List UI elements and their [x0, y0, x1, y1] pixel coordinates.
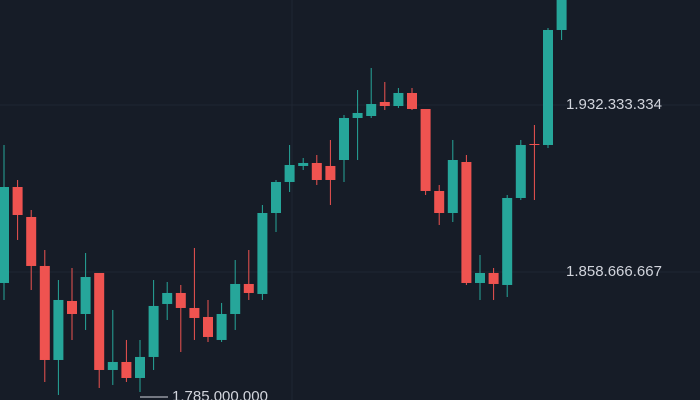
candle-body	[148, 305, 159, 357]
candle-body	[26, 216, 37, 266]
candle-body	[189, 307, 200, 318]
candle-body	[94, 272, 105, 370]
candle-body	[515, 144, 526, 198]
candle-body	[447, 160, 458, 214]
candle-body	[379, 101, 390, 107]
y-tick-label: 1.932.333.334	[566, 96, 662, 113]
candle-body	[298, 162, 309, 166]
candle-body	[284, 164, 295, 182]
candle-body	[339, 117, 349, 160]
candle-body	[407, 92, 417, 109]
candle-body	[271, 181, 281, 214]
candle-body	[556, 0, 567, 30]
candle-body	[352, 112, 363, 118]
candle-body	[121, 361, 132, 378]
candle-body	[311, 162, 322, 180]
candle-body	[543, 29, 553, 145]
candle-body	[393, 92, 404, 107]
candle-body	[80, 276, 91, 314]
candle-body	[67, 300, 77, 314]
candle-body	[203, 316, 213, 337]
candle-body	[135, 356, 145, 378]
candle-body	[257, 213, 268, 294]
candle-body	[12, 186, 23, 215]
candle-body	[243, 283, 254, 293]
candle-body	[0, 186, 9, 283]
candle-body	[529, 143, 540, 145]
candle-body	[434, 190, 445, 214]
candle-body	[175, 292, 186, 308]
candle-body	[325, 165, 336, 180]
candle-body	[162, 292, 173, 304]
y-tick-label: 1.858.666.667	[566, 263, 662, 280]
candle-body	[420, 108, 431, 191]
low-annotation: 1.785.000.000	[172, 388, 268, 400]
candle-body	[107, 361, 118, 370]
candle-body	[230, 283, 241, 314]
candle-body	[488, 272, 499, 284]
candle-body	[502, 197, 513, 285]
candle-body	[366, 104, 377, 116]
candle-body	[216, 313, 227, 340]
candle-body	[39, 265, 50, 360]
candle-body	[53, 299, 64, 360]
candle-body	[475, 272, 485, 283]
candle-body	[461, 161, 472, 283]
